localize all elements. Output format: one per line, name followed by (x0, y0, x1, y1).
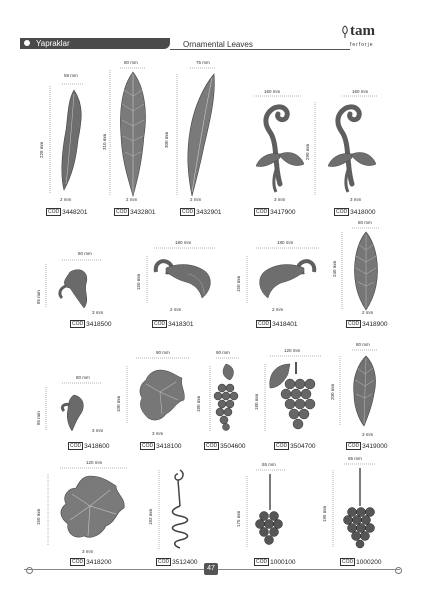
height-dim: 240 mm (332, 260, 337, 277)
header-title-tr: Yapraklar (36, 39, 70, 48)
product-code: COD 1000200 (340, 558, 382, 566)
header-title-en: Ornamental Leaves (183, 40, 253, 49)
thickness-dim: 2 mm (126, 197, 138, 202)
height-dim: 300 mm (164, 131, 169, 148)
height-dim: 183 mm (148, 508, 153, 525)
thickness-dim: 3 mm (82, 549, 94, 554)
page-number: 47 (204, 563, 218, 575)
header-bullet (24, 40, 30, 46)
width-dim: 58 mm (64, 73, 78, 78)
height-dim: 228 mm (39, 141, 44, 158)
product-code: COD 3418401 (256, 320, 298, 328)
height-dim: 150 mm (136, 273, 141, 290)
thickness-dim: 3 mm (350, 197, 362, 202)
width-dim: 90 mm (216, 350, 230, 355)
product-code: COD 3417900 (254, 208, 296, 216)
width-dim: 90 mm (156, 350, 170, 355)
product-code: COD 3419000 (346, 442, 388, 450)
width-dim: 160 mm (264, 89, 281, 94)
product-code: COD 3418600 (68, 442, 110, 450)
height-dim: 150 mm (236, 275, 241, 292)
width-dim: 80 mm (76, 375, 90, 380)
height-dim: 180 mm (196, 395, 201, 412)
scroll-leaf-image (254, 95, 305, 193)
thickness-dim: 2 mm (170, 307, 182, 312)
height-dim: 195 mm (322, 505, 327, 522)
width-dim: 120 mm (86, 460, 103, 465)
leaf-image (176, 67, 216, 197)
corner-dot (395, 567, 402, 574)
leaf-image (45, 259, 102, 309)
logo-mark-icon (342, 25, 348, 38)
thickness-dim: 2 mm (190, 197, 202, 202)
header-rule (170, 49, 350, 50)
height-dim: 85 mm (36, 290, 41, 304)
logo-subtitle: ferforje (350, 42, 374, 48)
thickness-dim: 2 mm (362, 310, 374, 315)
grape-cluster-image (332, 463, 376, 549)
height-dim: 180 mm (254, 393, 259, 410)
product-code: COD 1000100 (254, 558, 296, 566)
leaf-image (49, 83, 84, 194)
width-dim: 80 mm (78, 251, 92, 256)
product-code: COD 3418900 (346, 320, 388, 328)
width-dim: 75 mm (196, 60, 210, 65)
thickness-dim: 3 mm (92, 310, 104, 315)
product-code: COD 3418000 (334, 208, 376, 216)
width-dim: 160 mm (352, 89, 369, 94)
grape-cluster-image (264, 355, 322, 432)
height-dim: 200 mm (330, 383, 335, 400)
width-dim: 180 mm (175, 240, 192, 245)
thickness-dim: 2 mm (60, 197, 72, 202)
product-code: COD 3504700 (274, 442, 316, 450)
thickness-dim: 3 mm (274, 197, 286, 202)
product-code: COD 3504600 (204, 442, 246, 450)
leaf-image (45, 382, 102, 432)
product-code: COD 3418200 (70, 558, 112, 566)
height-dim: 175 mm (236, 510, 241, 527)
logo-name: tam (350, 23, 375, 39)
height-dim: 85 mm (36, 411, 41, 425)
leaf-image (341, 227, 380, 311)
scroll-leaf-image (314, 95, 378, 196)
tendril-image (158, 469, 189, 550)
height-dim: 310 mm (102, 133, 107, 150)
width-dim: 180 mm (277, 240, 294, 245)
thickness-dim: 3 mm (92, 428, 104, 433)
leaf-image (126, 357, 190, 424)
leaf-image (109, 67, 146, 198)
corner-dot (26, 567, 33, 574)
product-code: COD 3432801 (114, 208, 156, 216)
brand-logo: tam ferforje (338, 22, 402, 50)
height-dim: 150 mm (36, 508, 41, 525)
scroll-leaf-image (146, 247, 216, 304)
thickness-dim: 3 mm (362, 432, 374, 437)
leaf-image (339, 349, 378, 427)
width-dim: 80 mm (358, 220, 372, 225)
width-dim: 55 mm (262, 462, 276, 467)
grape-cluster-image (209, 357, 240, 432)
width-dim: 65 mm (348, 456, 362, 461)
header-tab-left (20, 38, 170, 49)
width-dim: 80 mm (356, 342, 370, 347)
width-dim: 80 mm (124, 60, 138, 65)
height-dim: 100 mm (116, 395, 121, 412)
product-code: COD 3448201 (46, 208, 88, 216)
leaf-image (47, 467, 128, 546)
width-dim: 120 mm (284, 348, 301, 353)
thickness-dim: 3 mm (152, 431, 164, 436)
product-code: COD 3432901 (180, 208, 222, 216)
product-code: COD 3418301 (152, 320, 194, 328)
height-dim: 290 mm (305, 143, 310, 160)
thickness-dim: 2 mm (272, 307, 284, 312)
product-code: COD 3512400 (156, 558, 198, 566)
scroll-leaf-image (246, 247, 320, 304)
product-code: COD 3418500 (70, 320, 112, 328)
product-code: COD 3418100 (140, 442, 182, 450)
grape-cluster-image (246, 469, 286, 548)
